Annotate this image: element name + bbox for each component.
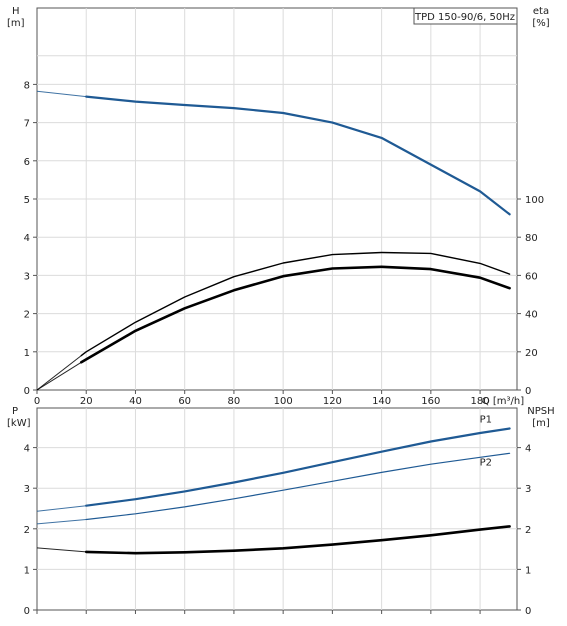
y-left-tick-label: 2 (24, 310, 30, 321)
series-0-line (85, 95, 511, 216)
y-left-tick-label: 7 (24, 119, 30, 130)
y-left-tick-label: 4 (24, 444, 30, 455)
p2-leadin-line (36, 519, 87, 525)
x-tick-label: 140 (372, 396, 391, 407)
y-left-axis-title: P (12, 406, 18, 417)
y-right-tick-label: 60 (525, 271, 538, 282)
x-tick-label: 60 (178, 396, 191, 407)
x-tick-label: 0 (34, 396, 40, 407)
p2-line (85, 452, 511, 521)
y-left-tick-label: 3 (24, 484, 30, 495)
x-tick-label: 20 (80, 396, 93, 407)
y-left-tick-label: 5 (24, 195, 30, 206)
y-left-axis-unit: [m] (7, 18, 25, 29)
p1-leadin-line (36, 505, 87, 512)
y-right-tick-label: 1 (525, 565, 531, 576)
x-axis-title: Q [m³/h] (482, 396, 524, 407)
y-right-tick-label: 2 (525, 525, 531, 536)
y-right-tick-label: 0 (525, 606, 531, 617)
plot-frame (36, 407, 518, 611)
y-left-tick-label: 3 (24, 271, 30, 282)
y-right-tick-label: 80 (525, 233, 538, 244)
y-left-tick-label: 1 (24, 348, 30, 359)
power-npsh-panel: 0 1 2 3 4 0 1 2 3 4 P[kW] NPSH[m] P1 P2 (7, 406, 555, 617)
series-0-leadin-line (36, 90, 87, 98)
p2-label: P2 (480, 457, 492, 468)
series-2-leadin-line (36, 547, 87, 553)
series-2-line (84, 525, 511, 555)
y-left-tick-label: 0 (24, 386, 30, 397)
x-tick-label: 80 (228, 396, 241, 407)
y-right-tick-label: 0 (525, 386, 531, 397)
series-2-leadin-line (36, 361, 82, 391)
p1-label: P1 (480, 415, 492, 426)
y-left-tick-label: 8 (24, 80, 30, 91)
p1-line (85, 427, 511, 507)
series-2-line (80, 265, 511, 364)
x-tick-label: 120 (323, 396, 342, 407)
x-tick-label: 100 (274, 396, 293, 407)
series-1-line (80, 251, 511, 357)
x-tick-label: 180 (471, 396, 490, 407)
y-right-axis-unit: [%] (532, 18, 549, 29)
y-right-tick-label: 40 (525, 310, 538, 321)
title-box (413, 7, 518, 25)
series-1-leadin-line (36, 355, 82, 391)
y-left-axis-title: H (12, 6, 20, 17)
y-right-tick-label: 20 (525, 348, 538, 359)
y-right-tick-label: 3 (525, 484, 531, 495)
y-left-axis-unit: [kW] (7, 418, 31, 429)
y-left-tick-label: 6 (24, 157, 30, 168)
x-tick-label: 40 (129, 396, 142, 407)
y-right-tick-label: 100 (525, 195, 544, 206)
head-efficiency-panel: 0 20 40 60 80 100 120 140 160 1800123456780204060… (7, 6, 550, 407)
y-right-axis-title: NPSH (527, 406, 554, 417)
y-left-tick-label: 4 (24, 233, 30, 244)
y-left-tick-label: 1 (24, 565, 30, 576)
y-right-tick-label: 4 (525, 444, 531, 455)
chart-title: TPD 150-90/6, 50Hz (414, 12, 515, 23)
y-left-tick-label: 0 (24, 606, 30, 617)
y-right-axis-title: eta (533, 6, 549, 17)
y-left-tick-label: 2 (24, 525, 30, 536)
x-tick-label: 160 (421, 396, 440, 407)
y-right-axis-unit: [m] (532, 418, 550, 429)
